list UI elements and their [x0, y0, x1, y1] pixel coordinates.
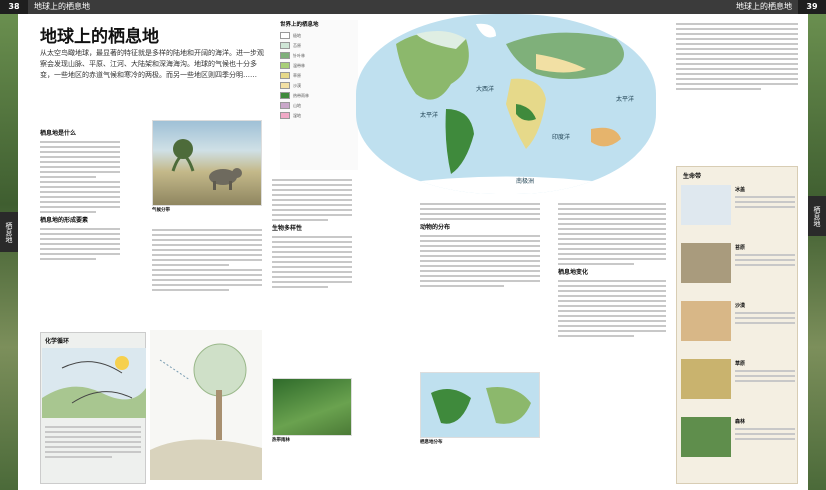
text-column-5: 栖息地变化 [558, 200, 666, 482]
legend-swatch [280, 32, 290, 39]
legend-swatch [280, 112, 290, 119]
section-heading-distribution: 动物的分布 [420, 224, 451, 231]
sidebar-title: 生命带 [683, 173, 702, 180]
legend-label: 热带雨林 [293, 92, 309, 98]
legend-item: 沙漠 [280, 82, 358, 89]
section-heading-change: 栖息地变化 [558, 269, 589, 276]
caption-small-map: 栖息地分布 [420, 440, 443, 445]
legend-item: 湿地 [280, 112, 358, 119]
sidebar-photo [681, 359, 731, 399]
section-heading-habitat: 栖息地是什么 [40, 130, 77, 137]
label-pacific-right: 太平洋 [616, 96, 635, 103]
cycle-diagram [42, 348, 146, 418]
legend-swatch [280, 52, 290, 59]
legend-item: 山地 [280, 102, 358, 109]
text-column-2 [152, 226, 262, 326]
tropical-photo [272, 378, 352, 436]
legend-swatch [280, 72, 290, 79]
label-indian: 印度洋 [552, 134, 571, 141]
legend-label: 针叶林 [293, 52, 305, 58]
label-atlantic: 大西洋 [476, 86, 495, 93]
world-habitat-map: 太平洋 大西洋 太平洋 印度洋 南极洲 [356, 14, 656, 194]
map-legend: 世界上的栖息地 极地苔原针叶林温带林草原沙漠热带雨林山地湿地 [280, 20, 358, 170]
sidebar-photo [681, 243, 731, 283]
text-column-3: 生物多样性 [272, 176, 352, 482]
sidebar-row-title: 冰盖 [735, 187, 746, 193]
page-number-right: 39 [798, 0, 826, 14]
sidebar-text: 草原 [735, 361, 795, 385]
legend-swatch [280, 102, 290, 109]
decor-strip-right [808, 14, 826, 490]
sidebar-text: 冰盖 [735, 187, 795, 211]
legend-label: 极地 [293, 32, 301, 38]
small-map [420, 372, 540, 438]
legend-label: 沙漠 [293, 82, 301, 88]
sidebar-row-title: 草原 [735, 361, 746, 367]
legend-item: 热带雨林 [280, 92, 358, 99]
section-heading-biodiversity: 生物多样性 [272, 225, 303, 232]
sidebar-row-title: 沙漠 [735, 303, 746, 309]
running-head-left: 地球上的栖息地 [34, 2, 90, 11]
text-column-1: 栖息地是什么 栖息地的形成要素 [40, 126, 120, 326]
top-bar-right: 地球上的栖息地 39 [413, 0, 826, 14]
text-column-4: 动物的分布 [420, 200, 540, 370]
elephant-icon [171, 139, 242, 190]
legend-title: 世界上的栖息地 [280, 22, 319, 28]
article-title: 地球上的栖息地 [40, 27, 159, 47]
sidebar-text: 森林 [735, 419, 795, 443]
caption-biome: 气候分带 [152, 208, 170, 213]
legend-item: 苔原 [280, 42, 358, 49]
small-map-svg [431, 387, 531, 424]
legend-swatch [280, 92, 290, 99]
sidebar-row: 森林 [681, 417, 795, 459]
tree-icon [150, 343, 262, 480]
world-map-svg [396, 23, 624, 194]
label-antarctica: 南极洲 [516, 178, 535, 185]
side-tab-left: 栖息地 [0, 212, 18, 252]
legend-item: 温带林 [280, 62, 358, 69]
legend-swatch [280, 62, 290, 69]
sidebar-row: 苔原 [681, 243, 795, 285]
top-bar-left: 38 地球上的栖息地 [0, 0, 413, 14]
side-tab-right: 栖息地 [808, 196, 826, 236]
sidebar-photo [681, 301, 731, 341]
legend-item: 极地 [280, 32, 358, 39]
legend-swatch [280, 42, 290, 49]
article-intro: 从太空鸟瞰地球，最显著的特征就是多样的陆地和开阔的海洋。进一步观察会发现山脉、平… [40, 49, 264, 79]
sidebar-row-title: 森林 [735, 419, 746, 425]
running-head-right: 地球上的栖息地 [736, 2, 792, 11]
caption-tropical: 热带雨林 [272, 438, 290, 443]
chem-cycle-box: 化学循环 [40, 332, 146, 484]
sidebar-row: 冰盖 [681, 185, 795, 227]
biome-photo [152, 120, 262, 206]
label-pacific-left: 太平洋 [420, 112, 439, 119]
legend-swatch [280, 82, 290, 89]
sidebar-text: 沙漠 [735, 303, 795, 327]
legend-label: 苔原 [293, 42, 301, 48]
life-zones-sidebar: 生命带 冰盖苔原沙漠草原森林 [676, 166, 798, 484]
water-cycle-illustration [150, 330, 262, 480]
sidebar-photo [681, 417, 731, 457]
legend-label: 草原 [293, 72, 301, 78]
sidebar-photo [681, 185, 731, 225]
legend-label: 湿地 [293, 112, 301, 118]
legend-label: 温带林 [293, 62, 305, 68]
legend-label: 山地 [293, 102, 301, 108]
sidebar-row-title: 苔原 [735, 245, 746, 251]
legend-item: 草原 [280, 72, 358, 79]
sidebar-row: 沙漠 [681, 301, 795, 343]
sidebar-row: 草原 [681, 359, 795, 401]
page-number-left: 38 [0, 0, 28, 14]
legend-item: 针叶林 [280, 52, 358, 59]
sidebar-text: 苔原 [735, 245, 795, 269]
chem-cycle-title: 化学循环 [45, 338, 70, 345]
section-heading-formation: 栖息地的形成要素 [40, 217, 89, 224]
text-column-6 [676, 20, 798, 160]
decor-strip-left [0, 14, 18, 490]
